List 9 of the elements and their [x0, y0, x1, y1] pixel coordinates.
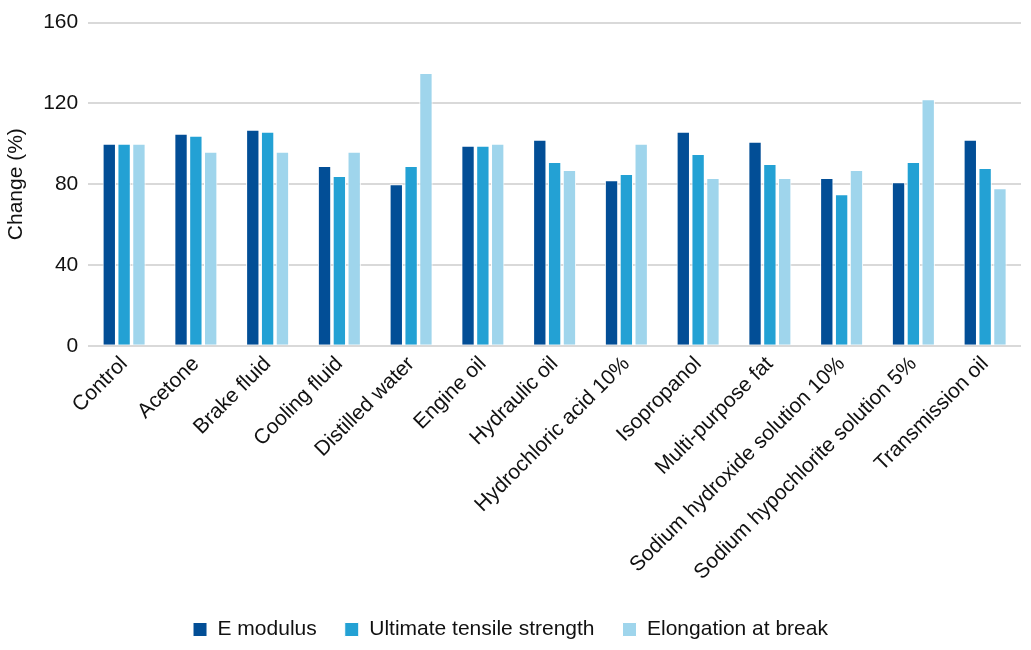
- y-tick-label: 40: [54, 251, 79, 275]
- legend-label: Elongation at break: [647, 616, 829, 640]
- y-axis-title: Change (%): [3, 128, 27, 241]
- legend-label: Ultimate tensile strength: [369, 616, 595, 640]
- legend-label: E modulus: [217, 616, 317, 640]
- y-tick-label: 120: [43, 90, 79, 114]
- y-tick-label: 0: [66, 332, 79, 356]
- y-tick-label: 80: [54, 170, 79, 194]
- y-tick-label: 160: [43, 9, 79, 33]
